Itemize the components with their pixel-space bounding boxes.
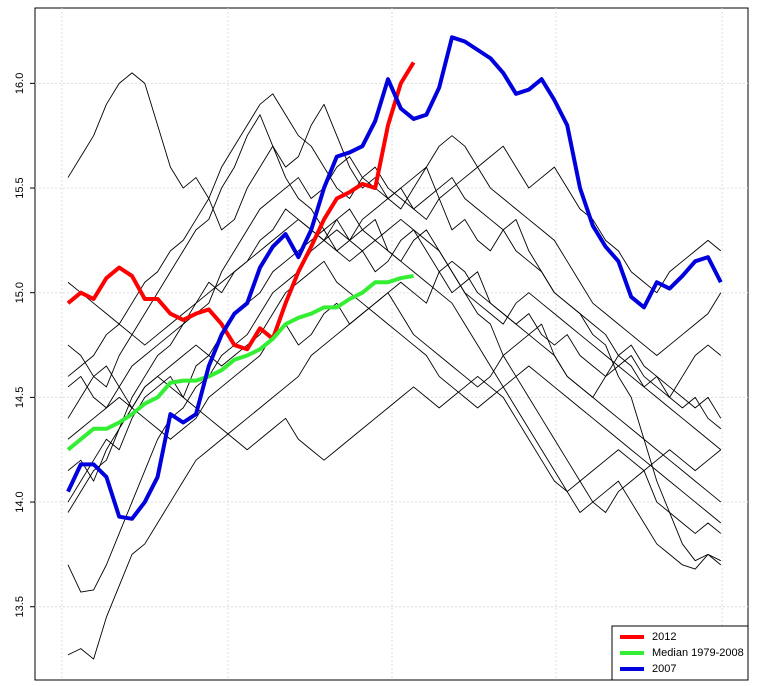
y-tick-label: 14.0 <box>14 491 26 512</box>
legend-label: Median 1979-2008 <box>652 647 744 659</box>
highlight-line <box>66 273 414 452</box>
year-line <box>67 260 722 660</box>
year-line <box>67 260 722 524</box>
y-tick-label: 14.5 <box>14 387 26 408</box>
x-grid <box>61 8 723 680</box>
y-tick-label: 16.0 <box>14 73 26 94</box>
year-line <box>67 103 722 419</box>
y-tick-label: 15.0 <box>14 282 26 303</box>
year-line <box>67 292 722 440</box>
highlight-line <box>66 35 723 521</box>
highlight-line <box>66 61 416 352</box>
year-line <box>67 72 722 430</box>
y-tick-label: 15.5 <box>14 177 26 198</box>
legend-label: 2007 <box>652 663 676 675</box>
year-line <box>67 208 721 570</box>
y-tick-label: 13.5 <box>14 596 26 617</box>
year-line <box>67 135 722 409</box>
year-line <box>67 375 722 493</box>
legend-label: 2012 <box>652 631 676 643</box>
